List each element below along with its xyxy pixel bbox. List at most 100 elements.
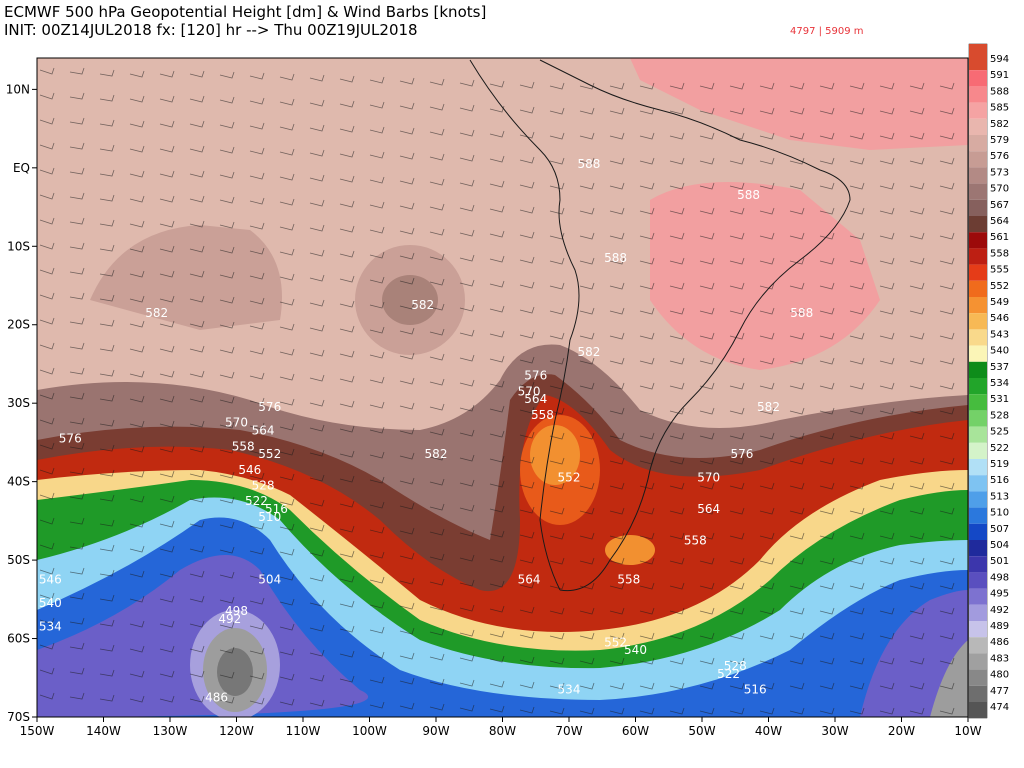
colorbar-level-label: 555 (990, 265, 1009, 276)
height-range-readout: 4797 | 5909 m (790, 26, 864, 37)
contour-label: 570 (518, 384, 541, 398)
contour-label: 534 (558, 682, 581, 696)
lon-tick-label: 90W (422, 724, 449, 738)
wind-barbs (39, 67, 955, 715)
colorbar-swatch (969, 216, 987, 233)
lon-tick-label: 60W (622, 724, 649, 738)
colorbar-level-label: 492 (990, 605, 1009, 616)
colorbar-level-label: 474 (990, 702, 1009, 713)
colorbar-level-label: 585 (990, 103, 1009, 114)
colorbar-swatch (969, 653, 987, 670)
colorbar-swatch (969, 102, 987, 119)
colorbar-swatch (969, 70, 987, 87)
colorbar-level-label: 579 (990, 135, 1009, 146)
colorbar-swatch (969, 232, 987, 249)
colorbar-swatch (969, 345, 987, 362)
contour-label: 516 (265, 502, 288, 516)
contour-label: 564 (518, 573, 541, 587)
colorbar-swatch (969, 394, 987, 411)
contour-label: 504 (258, 573, 281, 587)
colorbar-swatch (969, 410, 987, 427)
colorbar-level-label: 537 (990, 362, 1009, 373)
lon-tick-label: 140W (86, 724, 121, 738)
map-title: ECMWF 500 hPa Geopotential Height [dm] &… (4, 3, 487, 21)
colorbar-swatch (969, 540, 987, 557)
colorbar-level-label: 591 (990, 70, 1009, 81)
colorbar-level-label: 549 (990, 297, 1009, 308)
lon-tick-label: 10W (954, 724, 981, 738)
lat-tick-label: 40S (7, 475, 30, 489)
map-subtitle: INIT: 00Z14JUL2018 fx: [120] hr --> Thu … (4, 21, 418, 39)
contour-label: 498 (225, 604, 248, 618)
colorbar-level-label: 486 (990, 637, 1009, 648)
contour-label: 570 (225, 416, 248, 430)
colorbar-level-label: 498 (990, 572, 1009, 583)
colorbar-swatch (969, 637, 987, 654)
contour-label: 576 (730, 447, 753, 461)
colorbar-swatch (969, 604, 987, 621)
colorbar-level-label: 552 (990, 281, 1009, 292)
colorbar-level-label: 570 (990, 184, 1009, 195)
colorbar-level-label: 561 (990, 232, 1009, 243)
colorbar-level-label: 558 (990, 248, 1009, 259)
colorbar-swatch (969, 183, 987, 200)
colorbar-swatch (969, 264, 987, 281)
colorbar-level-label: 507 (990, 524, 1009, 535)
colorbar-swatch (969, 135, 987, 152)
colorbar-level-label: 567 (990, 200, 1009, 211)
contour-label: 486 (205, 690, 228, 704)
colorbar-level-label: 504 (990, 540, 1009, 551)
colorbar-swatch (969, 199, 987, 216)
colorbar-level-label: 540 (990, 346, 1009, 357)
colorbar-level-label: 516 (990, 475, 1009, 486)
colorbar-swatch (969, 426, 987, 443)
colorbar-level-label: 576 (990, 151, 1009, 162)
colorbar-swatch (969, 588, 987, 605)
height-field (37, 58, 968, 717)
contour-label: 510 (258, 510, 281, 524)
lat-tick-label: 10N (6, 82, 30, 96)
colorbar-swatch (969, 280, 987, 297)
colorbar-swatch (969, 475, 987, 492)
colorbar-level-label: 528 (990, 410, 1009, 421)
colorbar-swatch (969, 702, 987, 719)
contour-label: 558 (232, 439, 255, 453)
colorbar-swatch (969, 329, 987, 346)
colorbar-level-label: 513 (990, 491, 1009, 502)
colorbar-swatch (969, 685, 987, 702)
colorbar-swatch (969, 523, 987, 540)
lon-tick-label: 110W (286, 724, 321, 738)
contour-label: 558 (684, 533, 707, 547)
contour-label: 576 (59, 431, 82, 445)
contour-label: 564 (524, 392, 547, 406)
colorbar-level-label: 594 (990, 54, 1009, 65)
lon-tick-label: 100W (352, 724, 387, 738)
colorbar-level-label: 531 (990, 394, 1009, 405)
colorbar-swatch (969, 459, 987, 476)
colorbar-level-label: 573 (990, 167, 1009, 178)
colorbar-swatch (969, 313, 987, 330)
contour-label: 546 (238, 463, 261, 477)
colorbar-swatch (969, 361, 987, 378)
colorbar-swatch (969, 442, 987, 459)
latitude-axis: 10N EQ 10S 20S 30S 40S 50S 60S 70S (6, 82, 37, 724)
coastlines (469, 59, 851, 592)
colorbar-swatch (969, 297, 987, 314)
contour-label: 528 (724, 659, 747, 673)
contour-label: 564 (252, 424, 275, 438)
lon-tick-label: 150W (20, 724, 55, 738)
colorbar-level-label: 588 (990, 86, 1009, 97)
lat-tick-label: 50S (7, 553, 30, 567)
colorbar-swatch (969, 248, 987, 265)
colorbar-swatch (969, 86, 987, 103)
colorbar-swatch (969, 556, 987, 573)
colorbar-level-label: 582 (990, 119, 1009, 130)
colorbar-level-label: 525 (990, 427, 1009, 438)
colorbar-level-label: 480 (990, 670, 1009, 681)
lon-tick-label: 130W (153, 724, 188, 738)
lat-tick-label: 30S (7, 396, 30, 410)
lat-tick-label: 20S (7, 318, 30, 332)
colorbar-level-label: 510 (990, 508, 1009, 519)
contour-label: 552 (558, 471, 581, 485)
